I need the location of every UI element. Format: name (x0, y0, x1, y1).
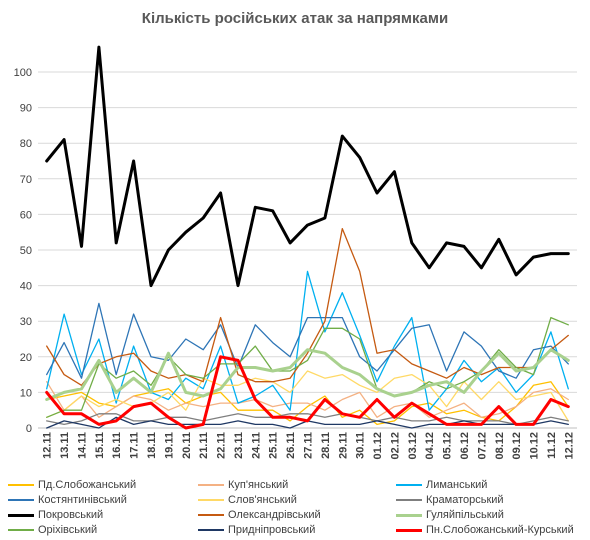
legend-item: Придніпровський (198, 523, 315, 537)
legend-item: Костянтинівський (8, 493, 127, 507)
x-tick-label: 16.11 (111, 432, 123, 459)
x-tick-label: 07.12 (476, 432, 488, 460)
legend-item: Слов'янський (198, 493, 297, 507)
legend-label: Покровський (38, 509, 104, 521)
x-tick-label: 26.11 (285, 432, 297, 459)
legend-swatch (396, 513, 422, 517)
x-tick-label: 17.11 (129, 432, 141, 459)
legend-label: Куп'янський (228, 479, 289, 491)
x-tick-label: 04.12 (424, 432, 436, 460)
x-tick-label: 27.11 (303, 432, 315, 459)
y-tick-label: 10 (20, 387, 32, 399)
x-tick-label: 20.11 (181, 432, 193, 459)
legend-item: Пд.Слобожанський (8, 478, 136, 492)
x-tick-label: 08.12 (494, 432, 506, 460)
legend-label: Олександрівський (228, 509, 321, 521)
x-tick-label: 09.12 (511, 432, 523, 460)
legend-swatch (8, 513, 34, 517)
legend-swatch (396, 528, 422, 532)
series-line-10 (46, 316, 569, 418)
legend-label: Костянтинівський (38, 494, 127, 506)
series-line-8 (46, 227, 569, 386)
legend-label: Краматорський (426, 494, 504, 506)
legend-label: Слов'янський (228, 494, 297, 506)
legend-label: Придніпровський (228, 524, 316, 536)
series-line-9 (45, 348, 570, 401)
x-tick-label: 12.11 (42, 432, 54, 459)
y-tick-label: 0 (26, 423, 32, 435)
legend-swatch (396, 499, 422, 501)
x-tick-label: 11.12 (546, 432, 558, 459)
legend-label: Лиманський (426, 479, 488, 491)
legend-item: Куп'янський (198, 478, 288, 492)
legend-item: Гуляйпільський (396, 508, 504, 522)
x-tick-label: 12.12 (563, 432, 575, 460)
legend-item: Олександрівський (198, 508, 321, 522)
y-tick-label: 60 (20, 209, 32, 221)
series-line-4 (46, 302, 569, 379)
series-line-12 (45, 355, 570, 430)
x-tick-label: 30.11 (355, 432, 367, 459)
y-tick-label: 30 (20, 316, 32, 328)
y-tick-label: 40 (20, 281, 32, 293)
legend-swatch (198, 499, 224, 501)
y-tick-label: 80 (20, 138, 32, 150)
legend-label: Пн.Слобожанський-Курський (426, 524, 574, 536)
x-tick-label: 21.11 (198, 432, 210, 459)
x-tick-label: 02.12 (389, 432, 401, 460)
legend-swatch (198, 484, 224, 486)
x-tick-label: 01.12 (372, 432, 384, 460)
legend-label: Оріхівський (38, 524, 98, 536)
y-tick-label: 50 (20, 245, 32, 257)
legend-item: Краматорський (396, 493, 504, 507)
chart-plot: 0 10 20 30 40 50 60 70 80 90 100 12.11 13.11 14.11 15.… (14, 45, 577, 460)
x-tick-label: 03.12 (407, 432, 419, 460)
x-tick-label: 05.12 (442, 432, 454, 460)
x-tick-label: 25.11 (268, 432, 280, 459)
legend-item: Лиманський (396, 478, 487, 492)
x-tick-label: 22.11 (216, 432, 228, 459)
x-tick-label: 14.11 (76, 432, 88, 459)
x-tick-label: 13.11 (59, 432, 71, 459)
chart-title: Кількість російських атак за напрямками (141, 10, 449, 27)
x-tick-label: 23.11 (233, 432, 245, 459)
legend-label: Гуляйпільський (426, 509, 504, 521)
legend-item: Оріхівський (8, 523, 97, 537)
x-tick-label: 10.12 (529, 432, 541, 460)
x-tick-label: 29.11 (337, 432, 349, 459)
legend-swatch (198, 529, 224, 531)
legend-swatch (396, 484, 422, 486)
series-line-2 (46, 381, 569, 418)
legend-swatch (8, 484, 34, 486)
x-tick-label: 06.12 (459, 432, 471, 460)
series-line-3 (46, 270, 569, 411)
x-tick-label: 15.11 (94, 432, 106, 459)
y-tick-label: 90 (20, 103, 32, 115)
series-line-6 (46, 413, 569, 426)
legend-swatch (8, 499, 34, 501)
x-tick-label: 28.11 (320, 432, 332, 459)
x-tick-label: 24.11 (250, 432, 262, 459)
y-tick-label: 70 (20, 174, 32, 186)
legend-label: Пд.Слобожанський (38, 479, 137, 491)
legend-item: Пн.Слобожанський-Курський (396, 523, 574, 537)
x-tick-label: 18.11 (146, 432, 158, 459)
series-line-7 (45, 45, 570, 288)
legend-swatch (198, 514, 224, 516)
legend-swatch (8, 529, 34, 531)
x-tick-label: 19.11 (163, 432, 175, 459)
legend-item: Покровський (8, 508, 103, 522)
y-tick-label: 20 (20, 352, 32, 364)
y-tick-label: 100 (14, 67, 32, 79)
